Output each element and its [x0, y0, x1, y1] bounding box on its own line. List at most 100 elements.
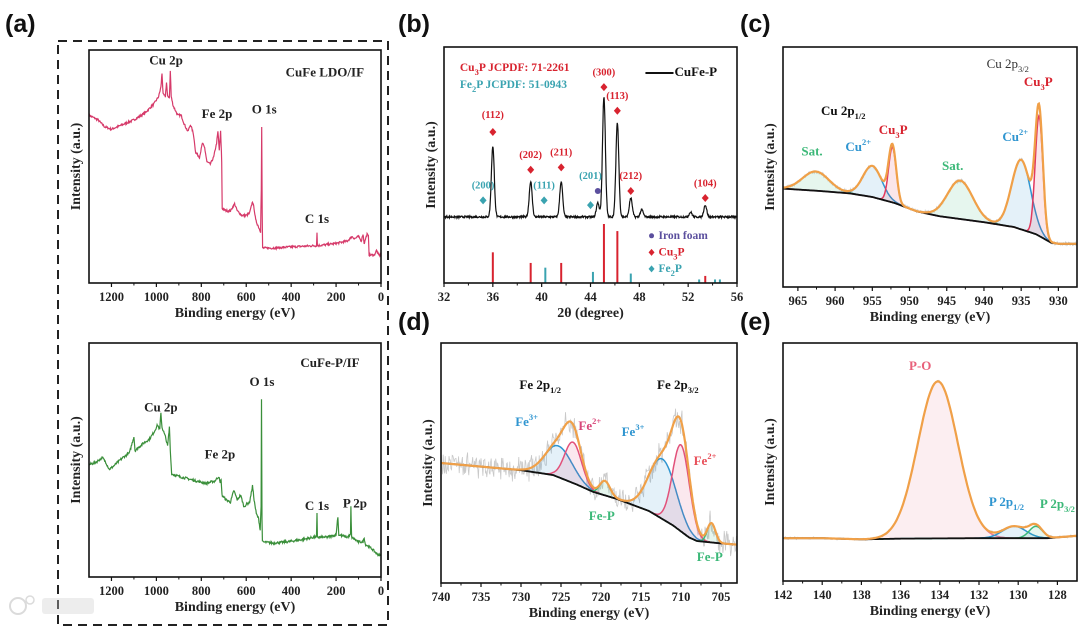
peak-annotation: Sat. [942, 158, 963, 173]
marker-cu3p [527, 165, 535, 174]
label-segment: P [675, 262, 682, 274]
label-segment: 1/2 [550, 385, 561, 395]
envelope-line [783, 380, 1077, 541]
marker-cu3p [627, 186, 635, 195]
y-axis-label: Intensity (a.u.) [69, 416, 84, 504]
legend-marker-label: Fe2P [659, 262, 682, 277]
label-segment: Cu [460, 62, 475, 74]
peak-annotation: CuFe LDO/IF [286, 64, 364, 79]
label-segment: Fe [659, 262, 671, 274]
peak-annotation: P-O [909, 358, 931, 373]
x-tick-label: 725 [552, 590, 571, 604]
x-tick-label: 200 [327, 584, 346, 598]
marker-fe2p [479, 196, 487, 205]
marker-fe2p [540, 196, 548, 205]
peak-annotation: Cu3P [1024, 74, 1053, 92]
series-line [89, 399, 381, 557]
x-tick-label: 1200 [99, 584, 124, 598]
label-segment: Cu [1024, 74, 1041, 89]
panel-a1: CuFe LDO/IF Cu 2p Fe 2p O 1s C 1s 1200 1000 800… [69, 49, 384, 321]
peak-annotation: Fe2+ [694, 451, 717, 468]
hkl-label: (111) [533, 181, 555, 192]
label-segment: 2+ [707, 451, 716, 461]
label-segment: Fe 2p [519, 377, 550, 392]
x-tick-label: 960 [826, 294, 845, 308]
x-tick-label: 32 [438, 290, 451, 304]
hkl-label: (201) [579, 171, 602, 182]
component-fill [783, 526, 1077, 540]
label-segment: Fe-P [589, 508, 615, 523]
label-segment: 1/2 [855, 111, 866, 121]
hkl-label: (300) [593, 67, 616, 78]
panel-a2: CuFe-P/IF O 1s Cu 2p Fe 2p C 1s P 2p 1200 1000 8… [69, 342, 384, 615]
peak-annotation: C 1s [305, 211, 329, 226]
x-tick-label: 955 [863, 294, 882, 308]
component-fill [441, 444, 737, 545]
label-segment: Sat. [801, 144, 822, 159]
peak-annotation: Fe-P [697, 549, 723, 564]
x-tick-label: 142 [774, 588, 793, 602]
label-segment: C 1s [305, 211, 329, 226]
panel-label-e: (e) [740, 308, 771, 336]
label-segment: P JCPDF: 71-2261 [479, 62, 570, 74]
peak-annotation: Fe3+ [515, 412, 538, 429]
charts: CuFe LDO/IF Cu 2p Fe 2p O 1s C 1s 1200 1000 800… [69, 46, 1078, 621]
peak-annotation: Fe-P [589, 508, 615, 523]
panel-d: Fe 2p1/2 Fe 2p3/2Fe3+Fe2+Fe3+Fe2+Fe-PFe-P… [421, 342, 738, 621]
x-tick-label: 0 [378, 584, 384, 598]
legend-marker-fe2p [648, 265, 655, 273]
label-segment: 3 [895, 130, 899, 140]
label-segment: P JCPDF: 51-0943 [476, 78, 567, 90]
label-segment: 3/2 [1064, 504, 1075, 514]
x-tick-label: 48 [633, 290, 646, 304]
y-axis-label: Intensity (a.u.) [421, 419, 436, 507]
marker-fe2p [587, 201, 594, 210]
legend-reference-card: Cu3P JCPDF: 71-2261 [460, 62, 570, 77]
peak-annotation: Fe 2p1/2 [519, 377, 561, 395]
peak-annotation: Cu 2p3/2 [987, 56, 1029, 74]
label-segment: 2 [472, 84, 476, 94]
x-tick-label: 735 [472, 590, 491, 604]
label-segment: Cu 2p [144, 400, 178, 415]
panel-a-dashed-box [57, 40, 389, 626]
x-tick-label: 1000 [144, 290, 169, 304]
label-segment: Cu [659, 246, 674, 258]
hkl-label: (202) [519, 150, 542, 161]
peak-annotation: P 2p [343, 495, 367, 510]
hkl-label: (212) [619, 171, 642, 182]
peak-annotation: Cu 2p [149, 53, 183, 68]
x-tick-label: 140 [813, 588, 832, 602]
peak-annotation: Cu2+ [845, 137, 871, 154]
x-tick-label: 720 [592, 590, 611, 604]
x-tick-label: 705 [712, 590, 731, 604]
label-segment: Cu 2p [987, 56, 1018, 71]
component-fill [441, 463, 737, 545]
component-fill [783, 381, 1077, 540]
marker-cu3p [613, 106, 621, 115]
label-segment: 3/2 [688, 385, 699, 395]
label-segment: P 2p [1040, 496, 1064, 511]
label-segment: 1/2 [1013, 502, 1024, 512]
panel-label-a: (a) [5, 10, 36, 38]
x-tick-label: 0 [378, 290, 384, 304]
x-tick-label: 940 [975, 294, 994, 308]
component-fill [441, 458, 737, 545]
label-segment: 2+ [592, 416, 601, 426]
marker-cu3p [557, 163, 565, 172]
label-segment: 2+ [862, 137, 871, 147]
label-segment: 3 [1041, 82, 1045, 92]
watermark-logo [9, 595, 94, 615]
x-tick-label: 40 [535, 290, 548, 304]
label-segment: Cu [879, 122, 896, 137]
label-segment: P 2p [343, 495, 367, 510]
x-tick-label: 710 [672, 590, 691, 604]
peak-annotation: Fe3+ [622, 422, 645, 439]
y-axis-label: Intensity (a.u.) [69, 122, 84, 210]
plot-area [441, 408, 737, 557]
component-fill [783, 171, 1077, 244]
x-tick-label: 52 [682, 290, 695, 304]
label-segment: 3+ [635, 422, 644, 432]
plot-area [89, 70, 381, 258]
